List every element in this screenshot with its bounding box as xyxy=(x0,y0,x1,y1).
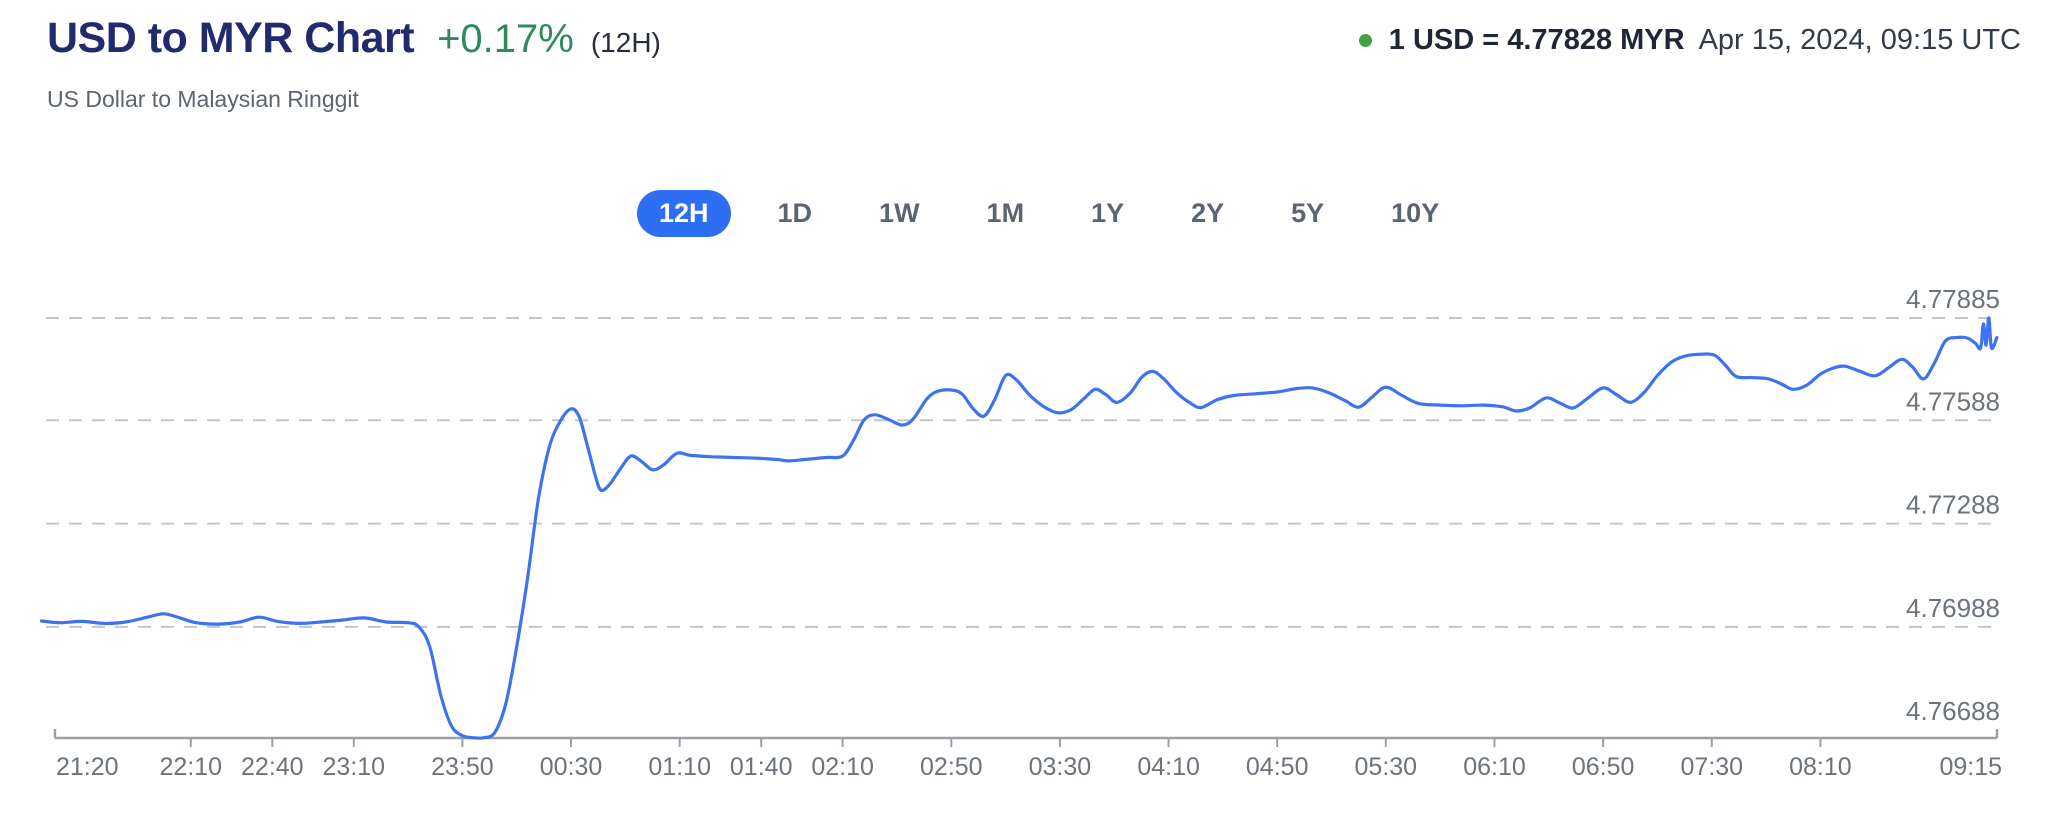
x-axis-label: 23:50 xyxy=(431,753,494,781)
x-axis-label: 08:10 xyxy=(1789,753,1852,781)
chart-subtitle: US Dollar to Malaysian Ringgit xyxy=(47,86,359,112)
y-axis-label: 4.77885 xyxy=(1906,284,2000,314)
live-rate-block: 1 USD = 4.77828 MYR Apr 15, 2024, 09:15 … xyxy=(1358,24,2021,57)
range-button-1y[interactable]: 1Y xyxy=(1091,198,1125,228)
x-axis-label: 04:10 xyxy=(1137,753,1200,781)
x-axis-label: 22:10 xyxy=(160,753,223,781)
x-axis-label: 06:10 xyxy=(1463,753,1526,781)
range-button-12h[interactable]: 12H xyxy=(637,190,731,237)
x-axis-label: 07:30 xyxy=(1681,753,1744,781)
x-axis-label: 23:10 xyxy=(323,753,386,781)
x-axis-label: 04:50 xyxy=(1246,753,1309,781)
x-axis-label: 09:15 xyxy=(1939,753,2002,781)
chart-header: USD to MYR Chart +0.17% (12H) xyxy=(47,14,661,63)
range-button-10y[interactable]: 10Y xyxy=(1391,198,1440,228)
change-period: (12H) xyxy=(590,27,661,58)
x-axis-label: 03:30 xyxy=(1029,753,1092,781)
y-axis-label: 4.77288 xyxy=(1906,490,2000,520)
range-button-1m[interactable]: 1M xyxy=(986,198,1025,228)
rate-timestamp: Apr 15, 2024, 09:15 UTC xyxy=(1698,24,2021,56)
live-dot-icon xyxy=(1358,34,1372,47)
x-axis-label: 01:10 xyxy=(648,753,711,781)
x-axis-label: 22:40 xyxy=(241,753,304,781)
price-line xyxy=(39,316,1999,740)
current-rate: 1 USD = 4.77828 MYR xyxy=(1388,24,1685,56)
change-percent: +0.17% xyxy=(437,17,574,61)
y-axis-label: 4.76688 xyxy=(1906,696,2000,726)
x-axis-label: 06:50 xyxy=(1572,753,1635,781)
x-axis-label: 05:30 xyxy=(1355,753,1418,781)
page-title: USD to MYR Chart xyxy=(47,14,415,62)
x-axis-label: 02:10 xyxy=(811,753,874,781)
y-axis-label: 4.77588 xyxy=(1906,386,2000,416)
range-button-2y[interactable]: 2Y xyxy=(1191,198,1225,228)
range-selector: 12H 1D 1W 1M 1Y 2Y 5Y 10Y xyxy=(637,190,1496,237)
x-axis-label: 00:30 xyxy=(540,753,603,781)
x-axis-label: 01:40 xyxy=(730,753,793,781)
x-axis-label: 02:50 xyxy=(920,753,983,781)
range-button-1d[interactable]: 1D xyxy=(777,198,813,228)
range-button-5y[interactable]: 5Y xyxy=(1291,198,1325,228)
x-axis-label: 21:20 xyxy=(56,753,119,781)
range-button-1w[interactable]: 1W xyxy=(879,198,920,228)
y-axis-label: 4.76988 xyxy=(1906,593,2000,623)
